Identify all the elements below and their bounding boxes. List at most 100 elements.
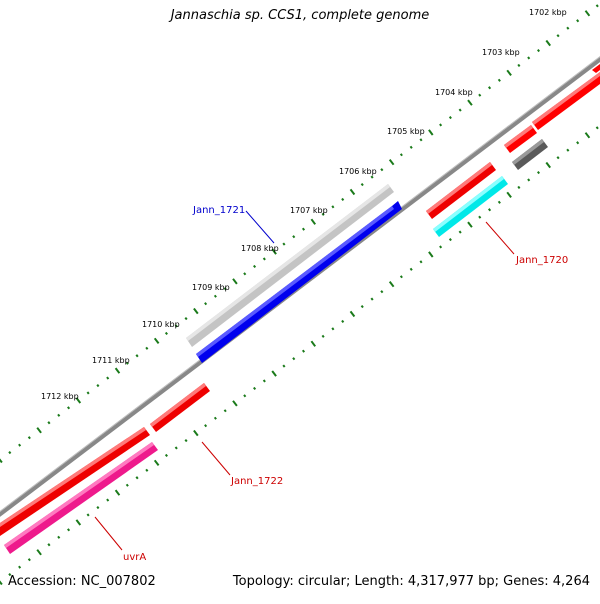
jann-1720-leader	[485, 221, 515, 255]
inner-tick	[106, 498, 110, 502]
outer-tick	[145, 346, 149, 350]
gene-jann-1721-shadow	[186, 184, 394, 347]
outer-tick	[556, 34, 560, 38]
inner-tick	[321, 334, 325, 338]
outer-tick	[292, 235, 296, 239]
outer-tick	[164, 331, 168, 336]
inner-tick	[253, 386, 257, 391]
inner-tick	[232, 400, 238, 407]
outer-tick	[388, 158, 395, 166]
inner-tick	[75, 519, 82, 526]
inner-tick	[409, 267, 413, 271]
outer-tick	[18, 443, 22, 447]
outer-tick	[310, 218, 317, 225]
outer-tick	[331, 205, 335, 209]
outer-tick	[448, 116, 452, 120]
inner-tick	[478, 215, 482, 219]
outer-tick	[213, 294, 217, 298]
page-title: Jannaschia sp. CCS1, complete genome	[170, 8, 430, 23]
outer-tick	[399, 153, 403, 157]
label-uvra: uvrA	[123, 552, 146, 563]
outer-tick	[536, 49, 541, 53]
kbp-tick-label: 1709 kbp	[192, 283, 230, 292]
kbp-tick-label: 1705 kbp	[387, 127, 425, 136]
outer-tick	[488, 86, 492, 90]
outer-tick	[193, 307, 199, 315]
inner-tick	[536, 171, 541, 175]
inner-tick	[8, 573, 12, 577]
inner-tick	[380, 290, 384, 294]
outer-tick	[106, 376, 110, 380]
outer-tick	[223, 287, 227, 291]
outer-tick	[595, 4, 599, 8]
outer-tick	[584, 10, 591, 17]
inner-tick	[114, 489, 121, 496]
outer-tick	[301, 227, 306, 231]
outer-tick	[57, 413, 61, 417]
outer-tick	[271, 248, 277, 255]
outer-tick	[467, 99, 473, 106]
kbp-tick-label: 1710 kbp	[142, 320, 180, 329]
inner-tick	[282, 364, 286, 368]
inner-tick	[204, 424, 208, 428]
kbp-tick-label: 1708 kbp	[241, 244, 279, 253]
inner-tick	[388, 280, 395, 288]
gene-top-red-3	[592, 64, 600, 73]
outer-tick	[36, 427, 42, 434]
inner-tick	[467, 221, 473, 228]
inner-tick	[341, 319, 345, 323]
outer-tick	[8, 451, 12, 455]
outer-tick	[125, 361, 129, 365]
outer-tick	[428, 129, 434, 136]
inner-tick	[566, 148, 570, 152]
outer-tick	[349, 188, 356, 196]
gene-jann-1720	[433, 176, 508, 237]
kbp-tick-label: 1707 kbp	[290, 206, 328, 215]
outer-tick	[566, 26, 570, 30]
inner-tick	[135, 476, 139, 480]
inner-tick	[517, 185, 521, 189]
outer-tick	[253, 264, 257, 269]
inner-tick	[506, 191, 512, 199]
outer-tick	[419, 138, 423, 142]
outer-tick	[243, 272, 247, 276]
outer-tick	[341, 197, 345, 201]
outer-tick	[527, 56, 531, 60]
kbp-tick-label: 1702 kbp	[529, 8, 567, 17]
gene-red-mid	[426, 162, 496, 219]
inner-tick	[36, 549, 42, 556]
outer-tick	[370, 175, 374, 179]
inner-tick	[47, 543, 51, 547]
outer-tick	[282, 242, 286, 246]
kbp-tick-label: 1703 kbp	[482, 48, 520, 57]
outer-tick	[478, 93, 482, 97]
uvra-leader	[94, 516, 123, 551]
inner-tick	[545, 161, 551, 169]
outer-tick	[458, 108, 462, 112]
inner-tick	[57, 535, 61, 539]
outer-tick	[439, 123, 443, 127]
inner-tick	[497, 200, 501, 204]
outer-tick	[75, 397, 82, 404]
kbp-tick-label: 1706 kbp	[339, 167, 377, 176]
outer-tick	[27, 436, 31, 440]
outer-tick	[321, 212, 325, 216]
inner-tick	[595, 126, 599, 130]
outer-tick	[184, 316, 188, 321]
outer-tick	[204, 302, 208, 306]
outer-tick	[153, 337, 160, 345]
gene-uvra	[4, 442, 158, 554]
inner-tick	[527, 178, 531, 182]
inner-tick	[448, 238, 452, 242]
inner-tick	[271, 370, 277, 377]
inner-tick	[213, 416, 217, 420]
inner-tick	[584, 132, 591, 139]
outer-tick	[360, 182, 364, 187]
outer-tick	[96, 384, 100, 388]
inner-tick	[18, 565, 22, 569]
inner-tick-track	[0, 126, 599, 586]
inner-tick	[27, 558, 31, 562]
inner-tick	[399, 275, 403, 279]
gene-top-red-2	[504, 125, 537, 153]
